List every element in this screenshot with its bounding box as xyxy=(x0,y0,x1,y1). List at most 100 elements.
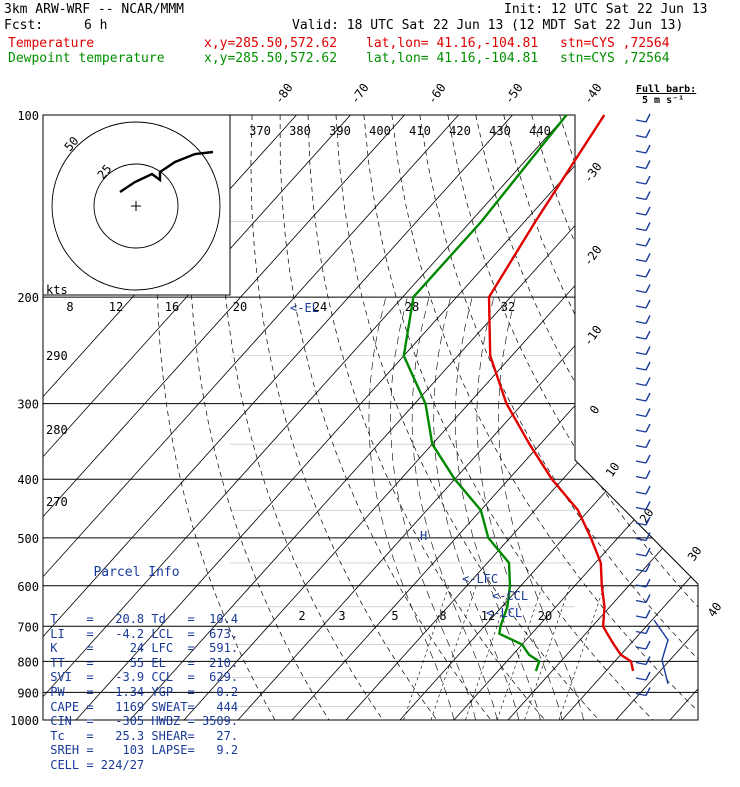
wind-barb xyxy=(636,322,646,324)
isotherm xyxy=(400,115,740,720)
moist-adiabat xyxy=(369,297,454,720)
isotherm xyxy=(562,115,740,720)
parcel-info-row: T = 20.8 Td = 10.4 xyxy=(43,612,230,627)
theta-label-420: 420 xyxy=(449,124,471,138)
mixing-ratio-line xyxy=(525,586,570,720)
theta-label-440: 440 xyxy=(529,124,551,138)
dry-adiabat xyxy=(588,115,740,720)
isotherm-label--40: -40 xyxy=(581,81,605,107)
theta-label-430: 430 xyxy=(489,124,511,138)
dry-adiabat xyxy=(532,115,740,720)
wind-barb xyxy=(646,548,650,556)
wind-barb xyxy=(636,337,646,339)
isotherm-label--20: -20 xyxy=(581,243,605,269)
wind-barb xyxy=(636,275,646,277)
wind-barb xyxy=(636,632,646,634)
wind-barb xyxy=(646,114,650,122)
dry-adiabat xyxy=(671,115,740,720)
wind-barb xyxy=(646,672,650,680)
wind-barb xyxy=(636,384,646,386)
wind-barb xyxy=(646,285,650,293)
parcel-info-row: SVI = -3.9 CCL = 629. xyxy=(43,670,230,685)
parcel-info-row: K = 24 LFC = 591. xyxy=(43,641,230,656)
parcel-info-row: CAPE = 1169 SWEAT= 444 xyxy=(43,700,230,715)
wind-barb xyxy=(636,415,646,417)
wind-barb xyxy=(636,120,646,122)
dry-adiabat xyxy=(560,115,740,720)
pressure-label-700: 700 xyxy=(17,620,39,634)
wind-barb-surface xyxy=(654,620,668,684)
isotherm-label--30: -30 xyxy=(581,160,605,186)
wind-barb xyxy=(646,409,650,417)
theta-label-390: 390 xyxy=(329,124,351,138)
isotherm-label-30: 30 xyxy=(685,544,705,564)
thetae-label-270: 270 xyxy=(46,495,68,509)
wind-barb xyxy=(636,353,646,355)
wind-barb xyxy=(636,678,646,680)
speed-label-20: 20 xyxy=(233,300,247,314)
wind-barb xyxy=(636,399,646,401)
wind-barb xyxy=(646,145,650,153)
wind-barb xyxy=(646,347,650,355)
pressure-label-600: 600 xyxy=(17,580,39,594)
isotherm-label--60: -60 xyxy=(425,81,449,107)
dry-adiabat xyxy=(699,115,740,720)
isotherm xyxy=(616,115,740,720)
parcel-info-title: Parcel Info xyxy=(43,566,230,581)
isotherm xyxy=(454,115,740,720)
mixing-ratio-label-8: 8 xyxy=(439,609,446,623)
pressure-label-100: 100 xyxy=(17,109,39,123)
theta-label-400: 400 xyxy=(369,124,391,138)
mixing-ratio-line xyxy=(559,586,604,720)
dry-adiabat xyxy=(280,115,491,720)
wind-barb xyxy=(646,130,650,138)
wind-barb xyxy=(646,161,650,169)
mixing-ratio-label-20: 20 xyxy=(538,609,552,623)
dry-adiabat xyxy=(616,115,740,720)
wind-barb xyxy=(636,477,646,479)
pressure-label-800: 800 xyxy=(17,655,39,669)
wind-barb xyxy=(636,136,646,138)
moist-adiabat xyxy=(455,297,540,720)
theta-label-370: 370 xyxy=(249,124,271,138)
wind-barb xyxy=(636,229,646,231)
wind-barb xyxy=(636,492,646,494)
wind-barb xyxy=(646,424,650,432)
parcel-info-row: TT = 55 EL = 210. xyxy=(43,656,230,671)
isotherm-label-10: 10 xyxy=(603,460,623,480)
parcel-info-row: PW = 1.34 YGP = 0.2 xyxy=(43,685,230,700)
wind-barb xyxy=(646,254,650,262)
wind-barb xyxy=(636,539,646,541)
wind-barb xyxy=(636,663,646,665)
wind-barb xyxy=(636,616,646,618)
marker-parcel: H xyxy=(420,529,427,543)
theta-label-410: 410 xyxy=(409,124,431,138)
dry-adiabat xyxy=(364,115,653,720)
isotherm xyxy=(508,115,740,720)
wind-barb xyxy=(646,455,650,463)
wind-barb xyxy=(636,291,646,293)
wind-barb xyxy=(636,694,646,696)
wind-barb xyxy=(636,461,646,463)
marker-lcl: <-LCL xyxy=(486,606,522,620)
parcel-info-panel: Parcel Info T = 20.8 Td = 10.4 LI = -4.2… xyxy=(43,537,230,729)
wind-barb xyxy=(646,440,650,448)
parcel-info-row: SREH = 103 LAPSE= 9.2 xyxy=(43,743,230,758)
parcel-info-row: Tc = 25.3 SHEAR= 27. xyxy=(43,729,230,744)
thetae-label-280: 280 xyxy=(46,423,68,437)
wind-barb xyxy=(646,471,650,479)
dry-adiabat xyxy=(448,115,740,720)
dewpoint-profile xyxy=(404,115,567,671)
wind-barb xyxy=(646,316,650,324)
speed-label-32: 32 xyxy=(501,300,515,314)
wind-barb xyxy=(636,446,646,448)
thetae-label-290: 290 xyxy=(46,349,68,363)
wind-barb xyxy=(646,269,650,277)
wind-barb xyxy=(646,362,650,370)
parcel-info-row: CELL = 224/27 xyxy=(43,758,230,773)
isotherm-label--80: -80 xyxy=(272,81,296,107)
isotherm-label-0: 0 xyxy=(587,403,603,417)
pressure-label-400: 400 xyxy=(17,473,39,487)
wind-barb xyxy=(646,378,650,386)
wind-barb xyxy=(636,167,646,169)
